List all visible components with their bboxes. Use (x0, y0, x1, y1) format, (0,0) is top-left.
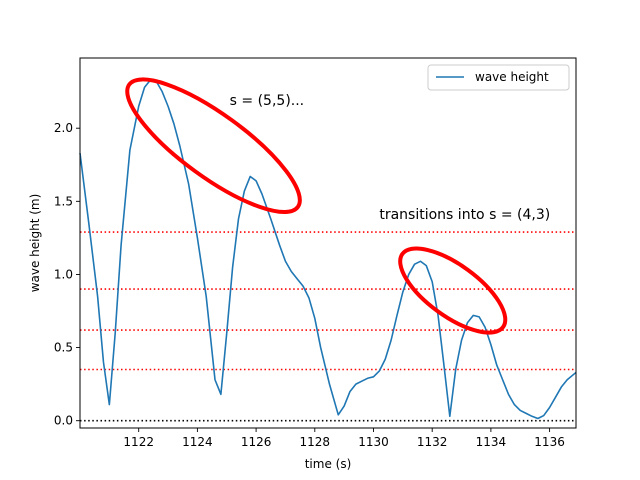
x-tick-label: 1122 (123, 435, 154, 449)
legend-label-wave-height: wave height (475, 70, 549, 84)
legend: wave height (427, 64, 570, 91)
plot-frame (79, 57, 577, 429)
x-tick-label: 1126 (241, 435, 272, 449)
x-tick-label: 1136 (534, 435, 565, 449)
x-axis-label: time (s) (305, 457, 352, 471)
annotation-text: s = (5,5)... (230, 93, 304, 109)
plot-background (80, 58, 576, 428)
y-axis-ticks: 0.0 0.5 1.0 1.5 2.0 (54, 121, 80, 428)
x-tick-label: 1132 (417, 435, 448, 449)
plot-area: s = (5,5)... transitions into s = (4,3) (79, 57, 577, 429)
reference-lines (80, 231, 576, 422)
highlight-ellipses (125, 77, 508, 335)
y-axis-label: wave height (m) (28, 194, 42, 293)
y-tick-label: 1.0 (54, 267, 73, 281)
highlight-ellipse (125, 77, 302, 215)
y-tick-label: 0.0 (54, 414, 73, 428)
x-tick-label: 1124 (182, 435, 213, 449)
annotations: s = (5,5)... transitions into s = (4,3) (230, 93, 551, 223)
y-tick-label: 1.5 (54, 194, 73, 208)
x-axis-ticks: 1122 1124 1126 1128 1130 1132 1134 1136 (123, 428, 565, 449)
legend-box (427, 64, 570, 91)
series-line-wave-height (79, 79, 577, 420)
x-tick-label: 1134 (476, 435, 507, 449)
x-tick-label: 1128 (300, 435, 331, 449)
y-tick-label: 2.0 (54, 121, 73, 135)
x-tick-label: 1130 (358, 435, 389, 449)
series-layer (79, 79, 577, 420)
highlight-ellipse (398, 246, 508, 335)
y-tick-label: 0.5 (54, 341, 73, 355)
annotation-text: transitions into s = (4,3) (379, 207, 550, 223)
